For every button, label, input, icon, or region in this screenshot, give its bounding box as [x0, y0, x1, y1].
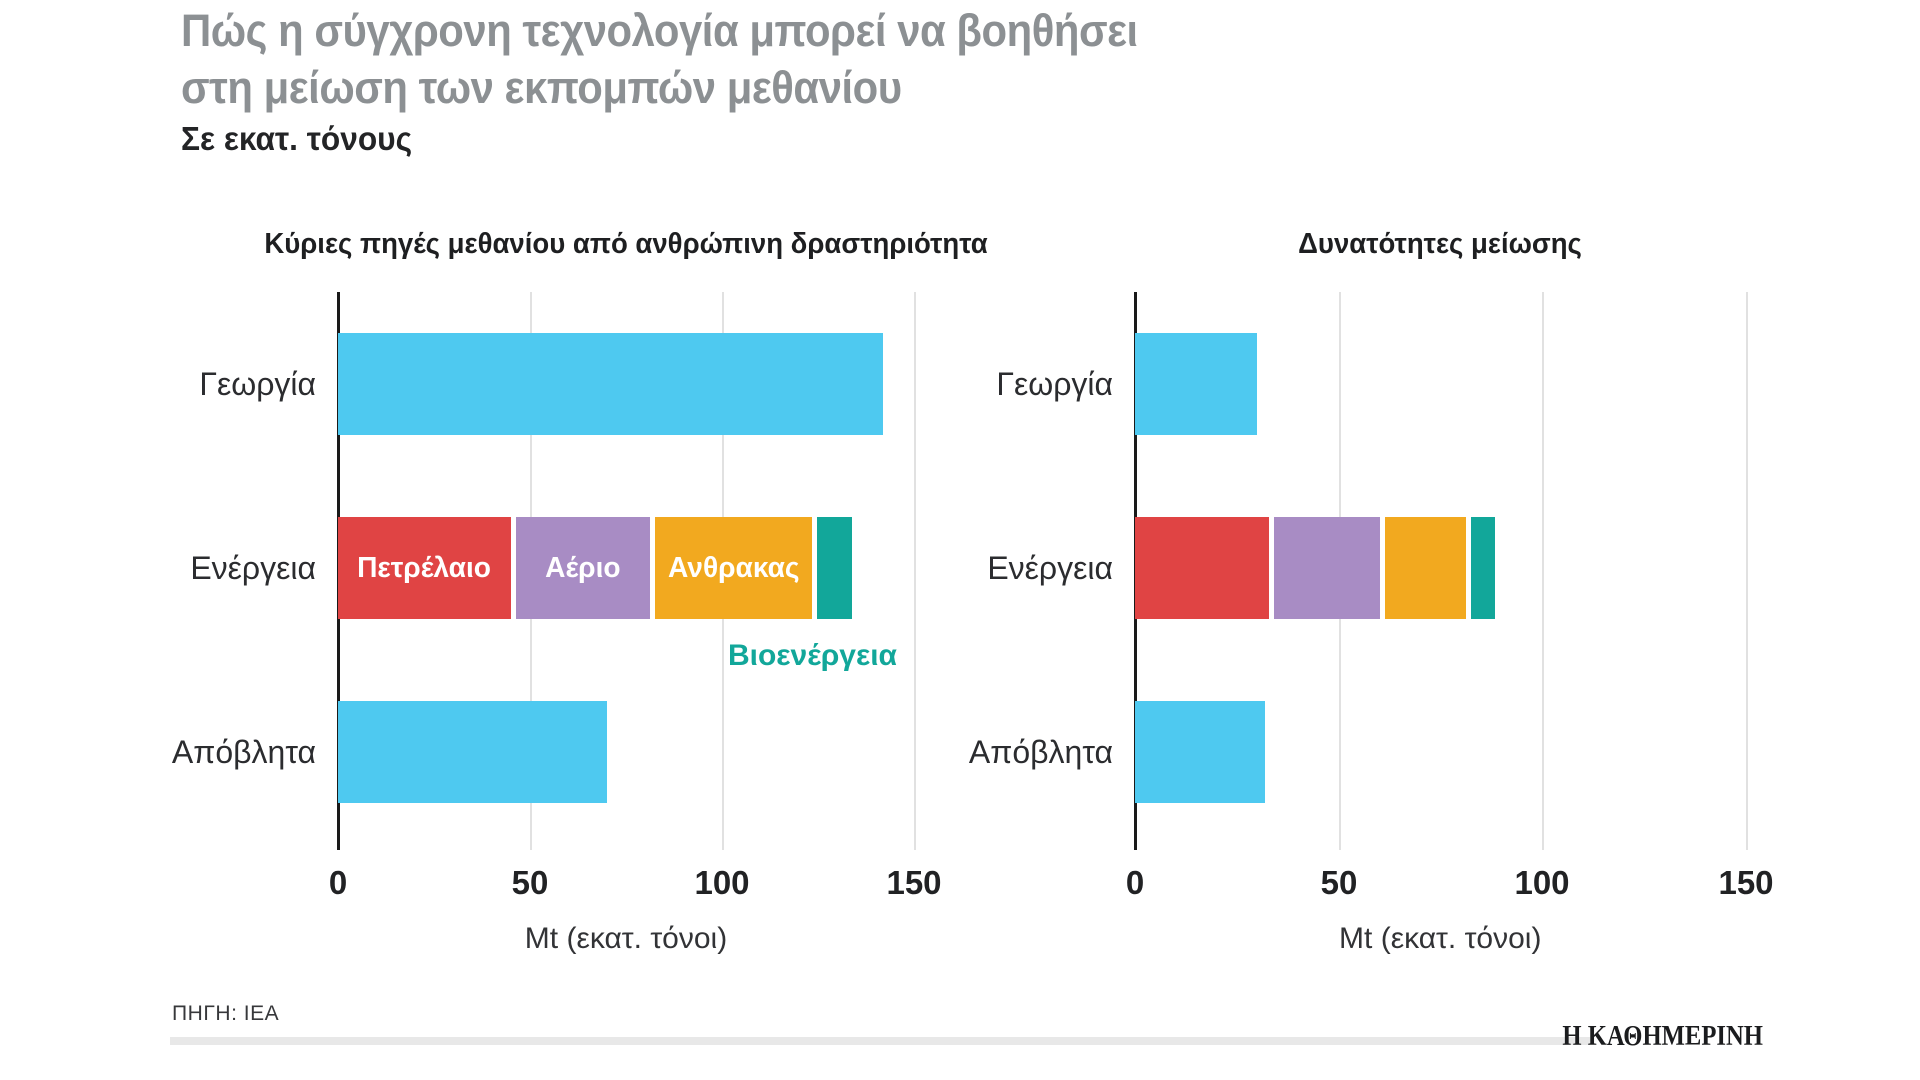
bar: [338, 333, 883, 435]
page-title-line1: Πώς η σύγχρονη τεχνολογία μπορεί να βοηθ…: [181, 5, 1138, 56]
bar-segment: [1471, 517, 1495, 619]
chart-title: Κύριες πηγές μεθανίου από ανθρώπινη δρασ…: [264, 228, 988, 260]
segment-label: Ανθρακας: [667, 551, 800, 584]
category-label: Ενέργεια: [987, 549, 1113, 586]
footer-divider: [170, 1037, 1590, 1045]
axis-tick-label: 150: [886, 864, 942, 901]
bar-segment: [1385, 517, 1466, 619]
bar: [1135, 333, 1257, 435]
bar-segment: [1274, 517, 1380, 619]
axis-tick-label: 50: [1320, 864, 1358, 901]
axis-tick-label: 50: [511, 864, 549, 901]
axis-tick-label: 100: [694, 864, 750, 901]
source-credit: ΠΗΓΗ: IEA: [172, 1002, 280, 1025]
bar-segment: Πετρέλαιο: [338, 517, 511, 619]
axis-tick-label: 0: [328, 864, 348, 901]
bar: [338, 701, 607, 803]
segment-label: Αέριο: [545, 551, 621, 584]
bar: [1135, 701, 1265, 803]
bioenergy-label: Βιοενέργεια: [727, 639, 897, 672]
gridline: [1746, 292, 1748, 850]
gridline: [914, 292, 916, 850]
bar-segment: [817, 517, 852, 619]
axis-tick-label: 0: [1125, 864, 1145, 901]
category-label: Απόβλητα: [968, 733, 1113, 770]
category-label: Γεωργία: [996, 365, 1113, 402]
axis-tick-label: 100: [1514, 864, 1570, 901]
chart-title: Δυνατότητες μείωσης: [1298, 228, 1583, 260]
page-title-line2: στη μείωση των εκπομπών μεθανίου: [181, 62, 902, 113]
page-title: Πώς η σύγχρονη τεχνολογία μπορεί να βοηθ…: [181, 2, 1138, 116]
segment-label: Πετρέλαιο: [357, 551, 492, 584]
stacked-bar: Πετρέλαιο Αέριο Ανθρακας: [338, 517, 852, 619]
page-subtitle: Σε εκατ. τόνους: [181, 120, 413, 157]
x-axis-label: Mt (εκατ. τόνοι): [524, 922, 728, 955]
chart-reduction-potential: Δυνατότητες μείωσης Mt (εκατ. τόνοι) 0 50…: [969, 228, 1798, 955]
axis-tick-label: 150: [1718, 864, 1774, 901]
category-label: Ενέργεια: [190, 549, 316, 586]
category-label: Απόβλητα: [171, 733, 316, 770]
stacked-bar: [1135, 517, 1495, 619]
bar-segment: [1135, 517, 1269, 619]
x-axis-label: Mt (εκατ. τόνοι): [1339, 922, 1542, 955]
category-label: Γεωργία: [199, 365, 316, 402]
bar-segment: Αέριο: [516, 517, 650, 619]
bar-segment: Ανθρακας: [655, 517, 812, 619]
kathimerini-logo: Η ΚΑΘΗΜΕΡΙΝΗ: [1562, 1020, 1763, 1052]
chart-methane-sources: Κύριες πηγές μεθανίου από ανθρώπινη δρασ…: [172, 228, 988, 955]
gridline: [1542, 292, 1544, 850]
